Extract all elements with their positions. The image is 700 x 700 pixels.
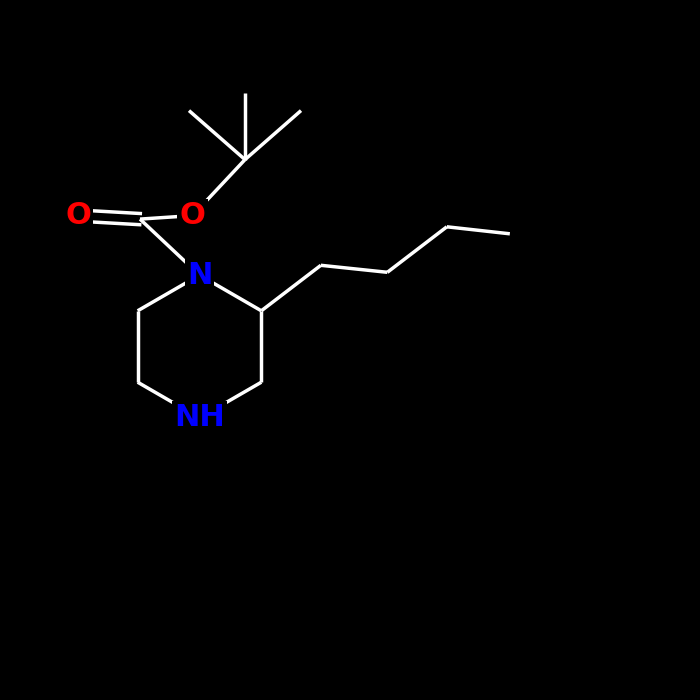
Text: NH: NH xyxy=(174,403,225,433)
Text: O: O xyxy=(180,201,205,230)
Text: N: N xyxy=(187,260,212,290)
Text: O: O xyxy=(66,201,91,230)
